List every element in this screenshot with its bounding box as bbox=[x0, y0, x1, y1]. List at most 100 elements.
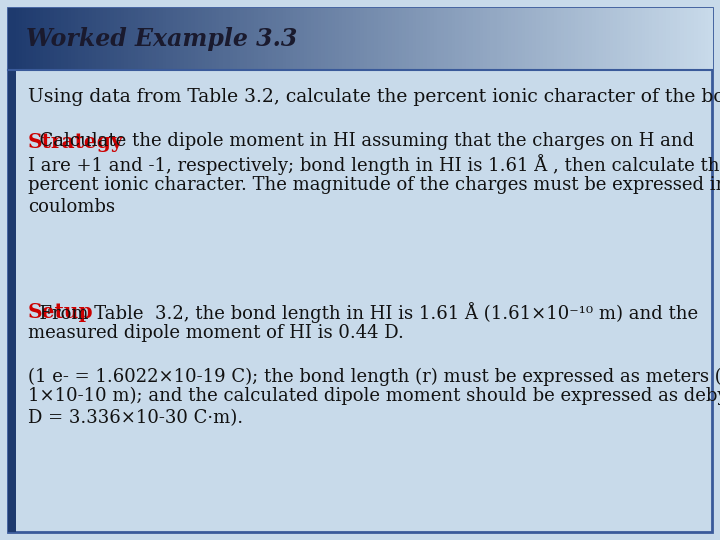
Bar bbox=[68, 8, 72, 70]
Bar bbox=[233, 8, 238, 70]
Bar bbox=[163, 8, 167, 70]
Bar bbox=[526, 8, 530, 70]
Bar bbox=[78, 8, 83, 70]
Bar bbox=[480, 8, 484, 70]
Bar bbox=[498, 8, 502, 70]
Bar bbox=[216, 8, 220, 70]
Bar bbox=[43, 8, 48, 70]
Bar bbox=[202, 8, 206, 70]
Bar bbox=[96, 8, 101, 70]
Bar bbox=[662, 8, 667, 70]
Bar bbox=[593, 8, 597, 70]
Bar bbox=[47, 8, 51, 70]
Bar bbox=[127, 8, 132, 70]
Bar bbox=[564, 8, 569, 70]
Bar bbox=[170, 8, 174, 70]
Bar bbox=[596, 8, 600, 70]
Bar bbox=[19, 8, 23, 70]
Text: I are +1 and -1, respectively; bond length in HI is 1.61 Å , then calculate the: I are +1 and -1, respectively; bond leng… bbox=[28, 154, 720, 175]
Bar bbox=[258, 8, 262, 70]
Bar bbox=[469, 8, 474, 70]
Bar bbox=[177, 8, 181, 70]
Bar bbox=[297, 8, 301, 70]
Bar bbox=[472, 8, 477, 70]
Bar bbox=[32, 8, 37, 70]
Bar bbox=[364, 8, 368, 70]
Bar bbox=[444, 8, 449, 70]
Bar bbox=[434, 8, 438, 70]
Bar bbox=[50, 8, 55, 70]
Bar bbox=[673, 8, 678, 70]
Bar bbox=[680, 8, 685, 70]
Bar bbox=[511, 8, 516, 70]
Bar bbox=[36, 8, 40, 70]
Bar bbox=[515, 8, 519, 70]
Bar bbox=[504, 8, 509, 70]
Bar bbox=[642, 8, 646, 70]
Bar bbox=[131, 8, 135, 70]
Bar bbox=[279, 8, 284, 70]
Bar bbox=[621, 8, 625, 70]
Bar bbox=[409, 8, 414, 70]
Bar bbox=[311, 8, 315, 70]
Bar bbox=[149, 8, 153, 70]
Bar bbox=[708, 8, 713, 70]
Text: measured dipole moment of HI is 0.44 D.: measured dipole moment of HI is 0.44 D. bbox=[28, 324, 404, 342]
Bar bbox=[536, 8, 541, 70]
Bar bbox=[377, 8, 382, 70]
Bar bbox=[261, 8, 266, 70]
Bar bbox=[550, 8, 554, 70]
Bar bbox=[698, 8, 703, 70]
Bar bbox=[441, 8, 446, 70]
Bar bbox=[64, 8, 69, 70]
Bar bbox=[494, 8, 498, 70]
Bar bbox=[652, 8, 657, 70]
Bar bbox=[286, 8, 291, 70]
Bar bbox=[212, 8, 217, 70]
Text: Using data from Table 3.2, calculate the percent ionic character of the bond in : Using data from Table 3.2, calculate the… bbox=[28, 88, 720, 106]
Text: D = 3.336×10-30 C·m).: D = 3.336×10-30 C·m). bbox=[28, 409, 243, 427]
Bar bbox=[209, 8, 213, 70]
Bar bbox=[388, 8, 392, 70]
Bar bbox=[336, 8, 340, 70]
Text: Worked Example 3.3: Worked Example 3.3 bbox=[26, 27, 297, 51]
Bar bbox=[244, 8, 248, 70]
Bar bbox=[670, 8, 674, 70]
Bar bbox=[156, 8, 161, 70]
Bar bbox=[40, 8, 44, 70]
Bar bbox=[624, 8, 629, 70]
Bar bbox=[304, 8, 308, 70]
Bar bbox=[384, 8, 389, 70]
Bar bbox=[483, 8, 487, 70]
Bar bbox=[219, 8, 224, 70]
Bar bbox=[610, 8, 614, 70]
Bar bbox=[272, 8, 276, 70]
Bar bbox=[628, 8, 632, 70]
Bar bbox=[353, 8, 357, 70]
Bar bbox=[226, 8, 231, 70]
Bar bbox=[438, 8, 442, 70]
Text: coulombs: coulombs bbox=[28, 198, 115, 216]
Bar bbox=[349, 8, 354, 70]
Bar bbox=[92, 8, 97, 70]
Bar bbox=[230, 8, 234, 70]
Bar bbox=[533, 8, 537, 70]
Bar bbox=[75, 8, 79, 70]
Text: From Table  3.2, the bond length in HI is 1.61 Å (1.61×10⁻¹⁰ m) and the: From Table 3.2, the bond length in HI is… bbox=[28, 302, 698, 323]
Bar bbox=[431, 8, 435, 70]
Bar bbox=[539, 8, 544, 70]
Bar bbox=[339, 8, 343, 70]
Bar bbox=[660, 8, 664, 70]
Bar bbox=[645, 8, 649, 70]
Bar bbox=[107, 8, 111, 70]
Bar bbox=[166, 8, 171, 70]
Bar bbox=[60, 8, 66, 70]
Bar bbox=[121, 8, 125, 70]
Bar bbox=[585, 8, 590, 70]
Bar bbox=[86, 8, 90, 70]
Bar bbox=[15, 8, 19, 70]
Text: percent ionic character. The magnitude of the charges must be expressed in: percent ionic character. The magnitude o… bbox=[28, 176, 720, 194]
Bar bbox=[476, 8, 481, 70]
Bar bbox=[12, 8, 16, 70]
Bar bbox=[184, 8, 189, 70]
